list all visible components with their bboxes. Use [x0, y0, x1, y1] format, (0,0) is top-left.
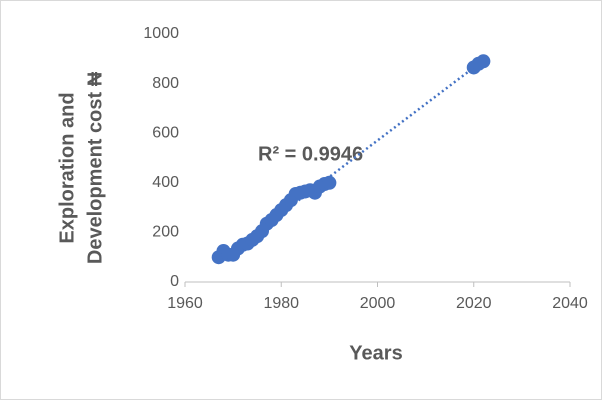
x-tick-label: 2020	[456, 295, 492, 312]
y-tick-label: 1000	[143, 25, 179, 42]
point	[476, 54, 491, 69]
x-tick-label: 1960	[167, 295, 203, 312]
y-axis-label: Exploration and	[56, 92, 78, 243]
y-tick-label: 600	[152, 124, 179, 141]
x-tick-label: 1980	[263, 295, 299, 312]
annotation: R² = 0.9946	[258, 143, 363, 165]
y-tick-label: 200	[152, 224, 179, 241]
y-axis-label: Development cost ₦	[84, 71, 106, 264]
x-axis-label: Years	[349, 342, 402, 364]
point	[322, 175, 337, 190]
x-tick-label: 2000	[360, 295, 396, 312]
y-tick-label: 800	[152, 75, 179, 92]
x-tick-label: 2040	[552, 295, 588, 312]
y-tick-label: 400	[152, 174, 179, 191]
y-tick-label: 0	[170, 273, 179, 290]
